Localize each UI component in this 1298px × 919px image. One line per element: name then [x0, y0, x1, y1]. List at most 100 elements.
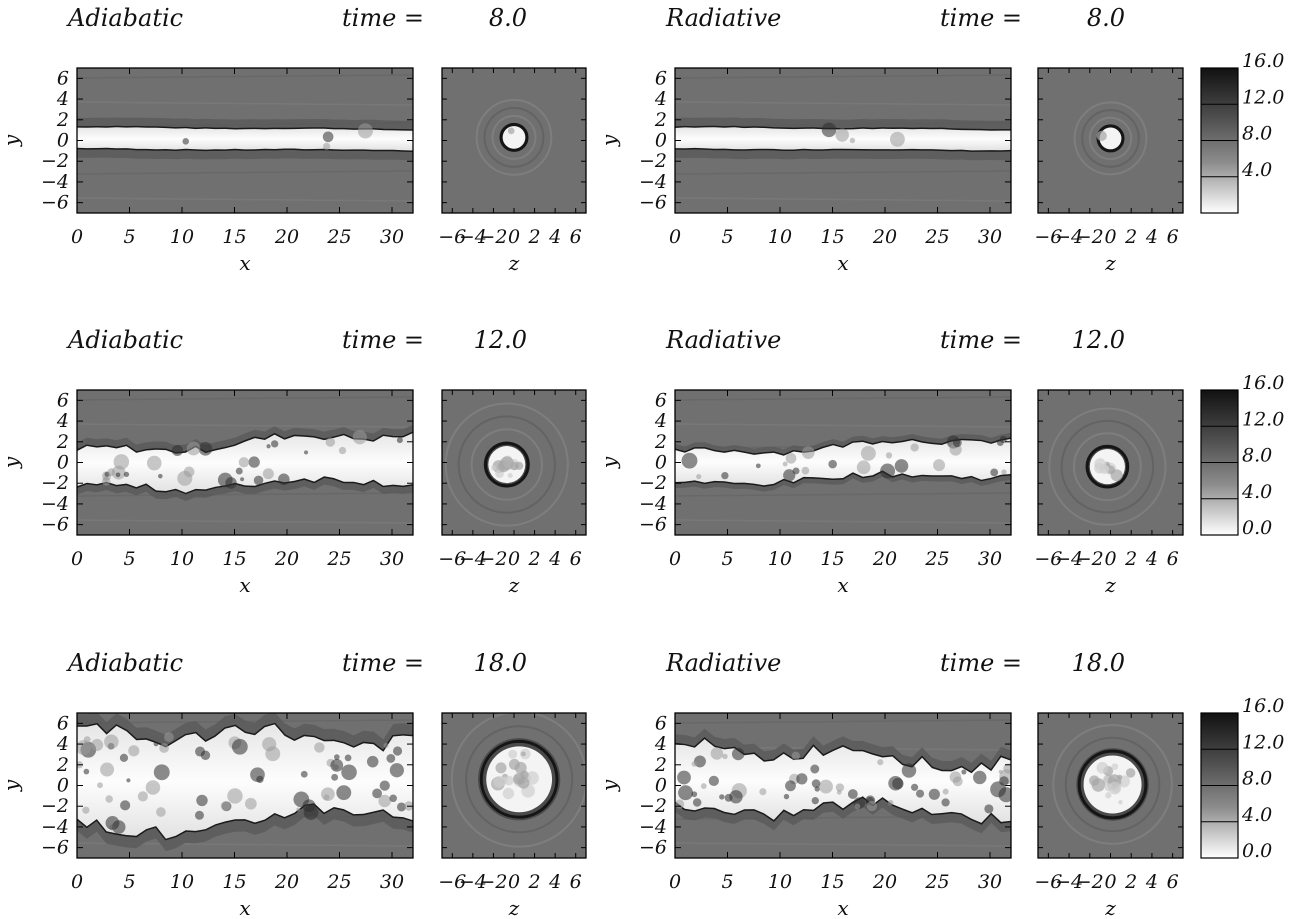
z-tick-label: 2 — [528, 548, 541, 570]
z-tick-label: 0 — [1104, 226, 1116, 248]
turbulent-eddy — [194, 810, 204, 820]
x-tick-label: 5 — [123, 548, 135, 570]
z-tick-label: −2 — [1076, 548, 1104, 570]
cocoon-ring — [465, 725, 574, 834]
core-eddy — [514, 461, 524, 471]
x-tick-label: 0 — [669, 871, 681, 893]
turbulent-eddy — [227, 788, 243, 804]
y-tick-label: −6 — [41, 514, 69, 536]
x-axis-label: x — [239, 573, 250, 597]
core-eddy — [491, 465, 497, 471]
panel-model-title: Adiabatic — [66, 4, 183, 32]
z-tick-label: 6 — [570, 226, 582, 248]
cocoon-ring — [457, 415, 556, 514]
turbulent-eddy — [238, 457, 250, 468]
x-tick-label: 20 — [872, 871, 897, 893]
turbulent-eddy — [303, 450, 309, 455]
core-eddy — [1105, 792, 1112, 799]
y-tick-label: 4 — [56, 733, 69, 755]
turbulent-eddy — [901, 763, 917, 778]
turbulent-eddy — [729, 790, 743, 804]
y-axis-label: y — [597, 456, 621, 469]
turbulent-eddy — [244, 797, 257, 810]
z-tick-label: 4 — [1145, 226, 1158, 248]
turbulent-eddy — [942, 788, 949, 795]
turbulent-eddy — [128, 745, 140, 757]
x-tick-label: 20 — [274, 548, 299, 570]
y-tick-label: 4 — [654, 733, 667, 755]
x-tick-label: 25 — [326, 871, 351, 893]
turbulent-eddy — [915, 789, 925, 798]
z-tick-label: 2 — [528, 871, 541, 893]
x-tick-label: 15 — [222, 871, 246, 893]
y-tick-label: −2 — [41, 795, 69, 817]
turbulent-eddy — [835, 783, 845, 792]
turbulent-eddy — [278, 473, 290, 486]
core-eddy — [1111, 763, 1119, 771]
turbulent-eddy — [894, 459, 909, 473]
y-tick-label: 2 — [654, 431, 667, 453]
turbulent-eddy — [182, 138, 190, 145]
turbulent-eddy — [123, 471, 130, 478]
z-tick-label: −6 — [438, 226, 466, 248]
core-eddy — [495, 762, 507, 774]
turbulent-eddy — [796, 773, 808, 785]
flow-streak — [675, 197, 1011, 202]
turbulent-eddy — [785, 780, 796, 792]
colorbar-tick-label: 0.0 — [1242, 517, 1272, 539]
y-tick-label: 6 — [655, 67, 667, 89]
x-tick-label: 25 — [326, 226, 351, 248]
turbulent-eddy — [759, 788, 767, 796]
z-tick-label: −4 — [459, 871, 487, 893]
cocoon-shock — [1085, 444, 1130, 489]
turbulent-eddy — [910, 443, 919, 452]
z-tick-label: 0 — [1104, 871, 1116, 893]
flow-streak — [77, 519, 413, 524]
x-tick-label: 20 — [872, 548, 897, 570]
y-tick-label: 6 — [655, 712, 667, 734]
turbulent-eddy — [357, 123, 373, 139]
y-tick-label: 4 — [654, 410, 667, 432]
turbulent-eddy — [999, 435, 1007, 444]
colorbar-tick-label: 8.0 — [1242, 445, 1272, 467]
x-tick-label: 30 — [380, 548, 404, 570]
turbulent-eddy — [828, 459, 837, 469]
y-tick-label: −4 — [41, 816, 69, 838]
y-tick-label: 2 — [56, 754, 69, 776]
z-tick-label: −6 — [438, 548, 466, 570]
turbulent-eddy — [860, 445, 876, 461]
x-tick-label: 25 — [326, 548, 351, 570]
turbulent-eddy — [678, 785, 694, 801]
flow-streak — [675, 101, 1011, 106]
turbulent-eddy — [1003, 763, 1011, 774]
y-tick-label: −4 — [41, 171, 69, 193]
turbulent-eddy — [115, 472, 121, 478]
y-tick-label: −4 — [639, 171, 667, 193]
core-eddy — [513, 772, 526, 785]
time-label: time = — [940, 649, 1022, 677]
turbulent-eddy — [293, 791, 310, 808]
x-tick-label: 30 — [978, 226, 1002, 248]
turbulent-eddy — [821, 122, 837, 138]
y-tick-label: 4 — [56, 410, 69, 432]
z-tick-label: 6 — [570, 548, 582, 570]
turbulent-eddy — [153, 764, 170, 781]
turbulent-eddy — [791, 751, 800, 761]
turbulent-eddy — [719, 794, 725, 800]
cocoon-ring — [483, 106, 545, 168]
z-tick-label: 2 — [1124, 871, 1137, 893]
z-axis-label: z — [1104, 251, 1116, 275]
turbulent-eddy — [183, 466, 195, 478]
flow-streak — [675, 842, 1011, 847]
y-tick-label: 4 — [654, 88, 667, 110]
turbulent-eddy — [341, 764, 357, 781]
turbulent-eddy — [344, 754, 352, 762]
z-tick-label: −4 — [1055, 226, 1083, 248]
turbulent-eddy — [146, 455, 162, 471]
cocoon-shock — [499, 122, 529, 152]
y-tick-label: 0 — [57, 452, 69, 474]
turbulent-eddy — [330, 758, 344, 772]
turbulent-eddy — [303, 805, 319, 820]
turbulent-eddy — [198, 442, 213, 456]
core-eddy — [1108, 781, 1122, 795]
